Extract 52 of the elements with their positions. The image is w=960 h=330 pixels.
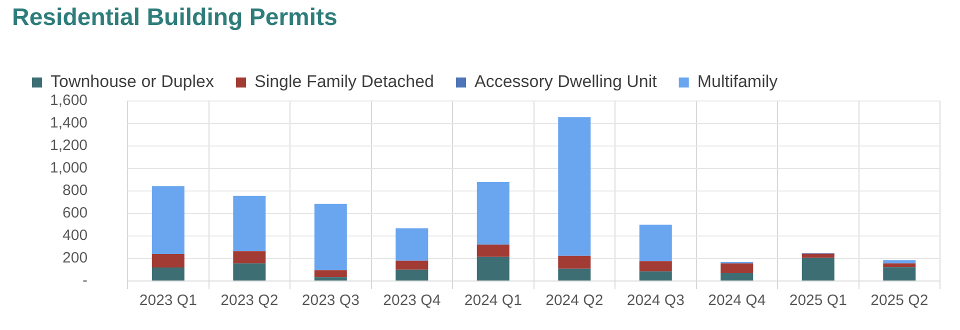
legend-label: Multifamily xyxy=(697,72,778,92)
bar xyxy=(639,224,672,262)
bar xyxy=(720,263,754,274)
bar xyxy=(396,270,428,280)
x-tick-label: 2024 Q4 xyxy=(708,292,766,310)
bar xyxy=(314,270,347,278)
x-tick-label: 2024 Q1 xyxy=(464,292,522,310)
x-tick-label: 2023 Q2 xyxy=(220,292,278,310)
bar xyxy=(802,254,834,258)
x-tick-label: 2025 Q1 xyxy=(789,292,847,310)
x-tick-label: 2024 Q3 xyxy=(626,292,684,310)
bar xyxy=(639,261,672,272)
bar xyxy=(802,258,834,280)
bar xyxy=(476,244,510,257)
bar xyxy=(314,277,347,280)
bar xyxy=(152,186,184,254)
x-tick-label: 2024 Q2 xyxy=(546,292,604,310)
legend-label: Single Family Detached xyxy=(254,72,434,92)
bar xyxy=(152,268,184,280)
bar xyxy=(639,271,672,280)
y-tick-label: - xyxy=(82,272,88,290)
bar xyxy=(396,228,428,261)
y-tick-label: 800 xyxy=(62,182,88,200)
y-tick-label: 1,400 xyxy=(50,114,88,132)
bar xyxy=(720,273,754,280)
y-tick-label: 1,600 xyxy=(50,92,88,110)
chart-title: Residential Building Permits xyxy=(12,4,338,32)
x-tick-label: 2023 Q1 xyxy=(139,292,197,310)
bar xyxy=(152,254,184,268)
x-tick-label: 2023 Q4 xyxy=(383,292,441,310)
y-tick-label: 1,200 xyxy=(50,137,88,154)
bar xyxy=(558,256,591,269)
y-tick-label: 1,000 xyxy=(50,160,88,177)
bar xyxy=(883,263,916,268)
x-tick-label: 2025 Q2 xyxy=(870,292,928,310)
y-tick-label: 400 xyxy=(62,227,88,244)
bar xyxy=(558,117,591,256)
bar xyxy=(883,267,916,280)
bar xyxy=(883,260,916,264)
bar xyxy=(233,251,266,264)
bar xyxy=(476,256,510,280)
bar xyxy=(558,268,591,280)
x-tick-label: 2023 Q3 xyxy=(302,292,360,310)
y-tick-label: 200 xyxy=(62,250,88,267)
bar xyxy=(396,260,428,270)
y-tick-label: 600 xyxy=(62,204,88,222)
legend-label: Townhouse or Duplex xyxy=(50,72,214,92)
bar xyxy=(233,263,266,280)
legend-label: Accessory Dwelling Unit xyxy=(474,72,658,92)
bar xyxy=(476,182,510,245)
bar xyxy=(314,204,347,270)
bar xyxy=(233,196,266,252)
